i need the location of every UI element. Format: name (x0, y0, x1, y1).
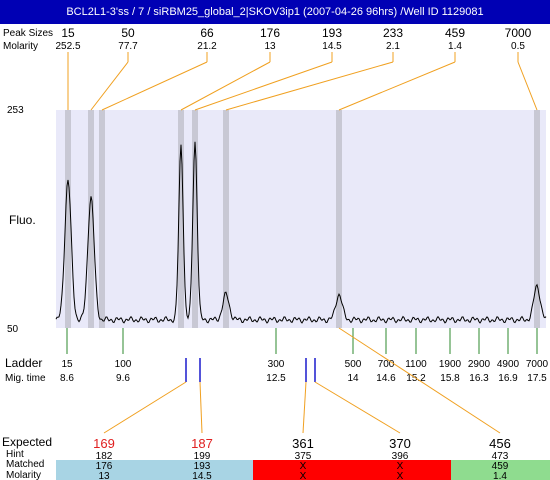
ladder-size-label: 4900 (497, 359, 520, 370)
hint-value: 396 (392, 451, 409, 462)
expected-label: Expected (2, 435, 52, 449)
ladder-label: Ladder (5, 356, 42, 370)
peak-size-label: 66 (200, 26, 214, 40)
peak-connector (517, 61, 538, 111)
hint-value: 182 (96, 451, 113, 462)
peak-size-label: 233 (383, 26, 403, 40)
matched-value: 459 (492, 461, 509, 472)
peak-connector (194, 61, 333, 111)
peak-band (88, 110, 94, 328)
peak-band (65, 110, 71, 328)
peak-molarity-label: 77.7 (118, 41, 138, 52)
fluorescence-trace (55, 141, 547, 324)
expected-value: 169 (93, 436, 115, 451)
peak-size-label: 15 (61, 26, 75, 40)
peak-band (336, 110, 342, 328)
ladder-size-label: 2900 (468, 359, 491, 370)
matched-molarity-value: 14.5 (192, 471, 212, 480)
matched-molarity-value: X (300, 471, 307, 480)
ladder-time-label: 8.6 (60, 373, 74, 384)
peak-connector (101, 61, 208, 111)
matched-molarity-value: X (397, 471, 404, 480)
peak-size-label: 193 (322, 26, 342, 40)
peak-molarity-label: 21.2 (197, 41, 217, 52)
peak-connector (338, 61, 456, 111)
peak-band (534, 110, 540, 328)
plot-area (56, 110, 546, 328)
ladder-size-label: 700 (378, 359, 395, 370)
peak-molarity-label: 1.4 (448, 41, 462, 52)
molarity-label: Molarity (3, 41, 38, 52)
hint-value: 375 (295, 451, 312, 462)
match-status-cell (451, 460, 550, 480)
expected-value: 361 (292, 436, 314, 451)
ladder-time-label: 16.3 (469, 373, 489, 384)
peak-size-label: 176 (260, 26, 280, 40)
ladder-time-label: 15.8 (440, 373, 460, 384)
y-tick-top: 253 (7, 105, 24, 116)
hint-value: 199 (194, 451, 211, 462)
peak-size-label: 7000 (505, 26, 532, 40)
ladder-size-label: 100 (115, 359, 132, 370)
mig-time-label: Mig. time (5, 373, 46, 384)
matched-label: Matched (6, 459, 44, 470)
match-status-cell (253, 460, 451, 480)
peak-band (223, 110, 229, 328)
matched-molarity-value: 13 (98, 471, 110, 480)
expected-value: 370 (389, 436, 411, 451)
hint-label: Hint (6, 449, 24, 460)
ladder-time-label: 14.6 (376, 373, 396, 384)
ladder-size-label: 7000 (526, 359, 549, 370)
matched-value: 193 (194, 461, 211, 472)
ladder-time-label: 9.6 (116, 373, 130, 384)
expected-value: 456 (489, 436, 511, 451)
expected-connector (314, 381, 401, 434)
expected-connector (338, 327, 501, 434)
peak-sizes-label: Peak Sizes (3, 28, 53, 39)
peak-molarity-label: 0.5 (511, 41, 525, 52)
expected-connector (199, 381, 203, 434)
matched-value: X (300, 461, 307, 472)
peak-molarity-label: 14.5 (322, 41, 342, 52)
hint-value: 473 (492, 451, 509, 462)
expected-connector (302, 381, 307, 434)
peak-connector (90, 61, 129, 111)
ladder-time-label: 14 (347, 373, 359, 384)
ladder-size-label: 300 (268, 359, 285, 370)
ladder-size-label: 1100 (405, 359, 427, 370)
expected-connector (103, 381, 187, 434)
ladder-time-label: 12.5 (266, 373, 286, 384)
ladder-time-label: 17.5 (527, 373, 547, 384)
expected-value: 187 (191, 436, 213, 451)
molarity-bottom-label: Molarity (6, 470, 41, 480)
ladder-size-label: 1900 (439, 359, 462, 370)
peak-connector (180, 61, 271, 111)
matched-value: X (397, 461, 404, 472)
peak-molarity-label: 13 (264, 41, 276, 52)
ladder-size-label: 15 (61, 359, 73, 370)
peak-size-label: 459 (445, 26, 465, 40)
peak-band (192, 110, 198, 328)
peak-molarity-label: 2.1 (386, 41, 400, 52)
fluo-label: Fluo. (9, 213, 36, 227)
ladder-size-label: 500 (345, 359, 362, 370)
matched-molarity-value: 1.4 (493, 471, 507, 480)
peak-molarity-label: 252.5 (55, 41, 80, 52)
matched-value: 176 (96, 461, 113, 472)
peak-size-label: 50 (121, 26, 135, 40)
ladder-time-label: 16.9 (498, 373, 518, 384)
chart-title: BCL2L1-3'ss / 7 / siRBM25_global_2|SKOV3… (0, 0, 550, 24)
match-status-cell (56, 460, 253, 480)
peak-connector (225, 61, 394, 111)
y-tick-bottom: 50 (7, 324, 19, 335)
peak-band (99, 110, 105, 328)
peak-band (178, 110, 184, 328)
